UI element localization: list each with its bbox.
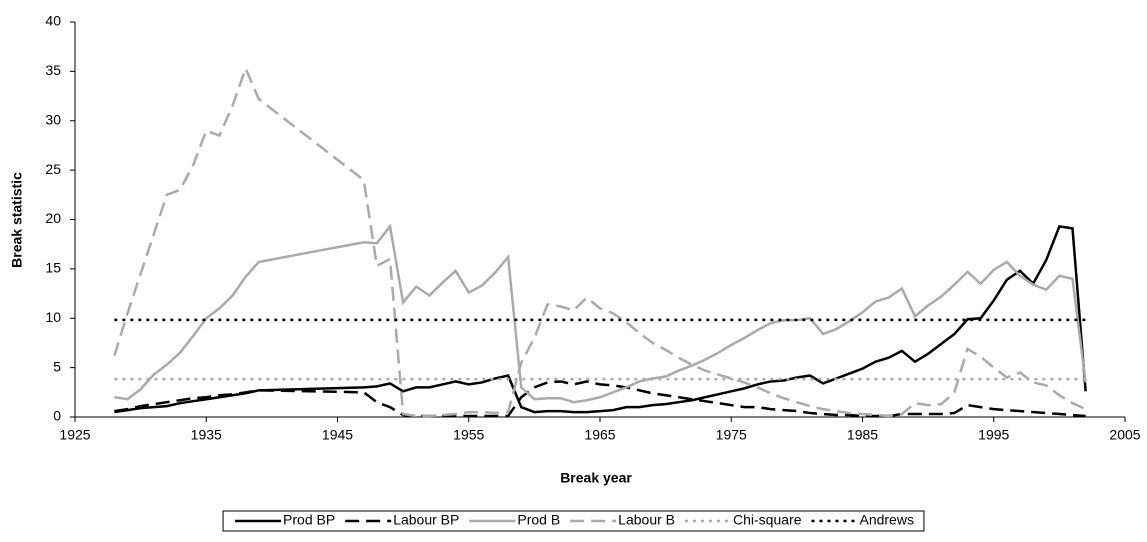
legend-label: Andrews bbox=[859, 512, 913, 528]
y-tick-label: 20 bbox=[45, 210, 61, 226]
legend-label: Chi-square bbox=[733, 512, 802, 528]
series-line bbox=[114, 223, 1087, 404]
legend-label: Labour BP bbox=[393, 512, 459, 528]
x-tick-label: 2005 bbox=[1109, 427, 1140, 443]
y-tick-label: 15 bbox=[45, 260, 61, 276]
legend-label: Prod BP bbox=[283, 512, 335, 528]
series-line bbox=[114, 380, 1086, 418]
y-tick-label: 5 bbox=[53, 358, 61, 374]
y-tick-label: 40 bbox=[45, 13, 61, 29]
y-tick-label: 10 bbox=[45, 309, 61, 325]
x-tick-label: 1995 bbox=[978, 427, 1009, 443]
legend-label: Labour B bbox=[618, 512, 675, 528]
x-tick-label: 1925 bbox=[59, 427, 90, 443]
legend-label: Prod B bbox=[517, 512, 560, 528]
x-tick-label: 1945 bbox=[322, 427, 353, 443]
y-tick-label: 25 bbox=[45, 161, 61, 177]
x-tick-label: 1955 bbox=[453, 427, 484, 443]
x-tick-label: 1965 bbox=[584, 427, 615, 443]
x-axis-title: Break year bbox=[560, 470, 632, 486]
series-line bbox=[114, 225, 1087, 414]
x-tick-label: 1985 bbox=[847, 427, 878, 443]
y-tick-label: 0 bbox=[53, 408, 61, 424]
y-tick-label: 30 bbox=[45, 111, 61, 127]
x-tick-label: 1975 bbox=[716, 427, 747, 443]
series-line bbox=[113, 64, 1087, 418]
y-tick-label: 35 bbox=[45, 62, 61, 78]
x-tick-label: 1935 bbox=[191, 427, 222, 443]
legend-box bbox=[222, 510, 925, 532]
y-axis-title: Break statistic bbox=[9, 172, 25, 268]
